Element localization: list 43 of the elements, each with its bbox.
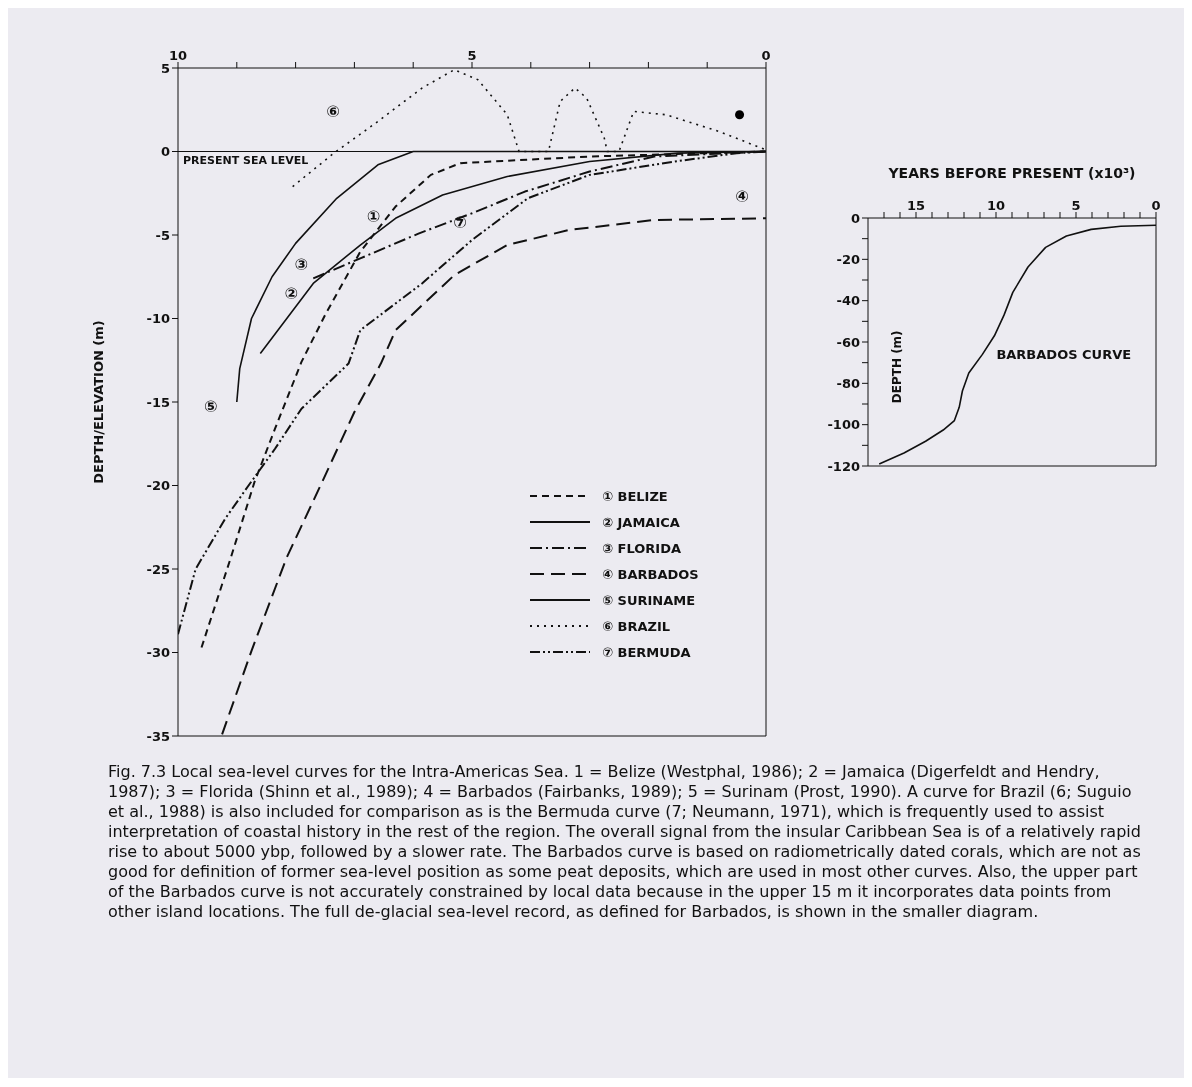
caption: Fig. 7.3 Local sea-level curves for the Intra-Americas Sea. 1 = Belize (Westphal, 1986); 2 = Jamaica (Digerfeldt and Hendry, 1987); 3 = Florida (Shinn et al., 1989); 4 = Barbados (Fairbanks, 1989); 5 = Surinam (Prost, 1990). A curve for Brazil (6; Suguio et al., 1988) is also included for comparison as is the Bermuda curve (7; Neumann, 1971), which is frequently used to assist interpretation of coastal history in the rest of the region. The overall signal from the insular Caribbean Sea is of a relatively rapid rise to about 5000 ybp, followed by a slower rate. The Barbados curve is based on radiometrically dated corals, which are not as good for definition of former sea-level position as some peat deposits, which are used in most other curves. Also, the upper part of the Barbados curve is not accurately constrained by local data because in the upper 15 m it incorporates data points from other island locations. The full de-glacial sea-level record, as defined for Barbados, is shown in the smaller diagram. [108, 762, 1142, 922]
x-tick-label: 15 [906, 198, 926, 213]
y-tick-label: -60 [836, 334, 860, 350]
annotation: ⑥ [326, 102, 340, 122]
x-axis-title: YEARS BEFORE PRESENT (x10³) [887, 164, 1136, 181]
y-tick-label: 5 [160, 60, 170, 76]
annotation: ④ [735, 186, 749, 206]
y-axis-title: DEPTH/ELEVATION (m) [90, 320, 106, 484]
y-tick-label: -80 [836, 375, 860, 391]
annotation: ⑦ [453, 212, 467, 232]
y-tick-label: -20 [146, 478, 170, 494]
y-tick-label: 0 [850, 210, 860, 226]
x-tick-label: 10 [986, 198, 1006, 213]
legend-label: ② JAMAICA [602, 514, 680, 530]
y-tick-label: -30 [146, 645, 170, 661]
x-tick-label: 0 [1151, 198, 1161, 213]
x-tick-label: 10 [168, 48, 188, 63]
y-tick-label: -5 [155, 227, 170, 243]
legend-label: ④ BARBADOS [602, 566, 699, 582]
y-tick-label: -35 [146, 728, 170, 744]
annotation: ⑤ [204, 396, 218, 416]
x-tick-label: 5 [467, 48, 477, 63]
y-tick-label: 0 [160, 144, 170, 160]
legend-label: ⑤ SURINAME [602, 592, 696, 608]
y-tick-label: -25 [146, 561, 170, 577]
y-tick-label: -10 [146, 311, 170, 327]
legend-label: ③ FLORIDA [602, 540, 681, 556]
legend-label: ⑦ BERMUDA [602, 644, 691, 660]
legend-label: ① BELIZE [602, 488, 668, 504]
x-tick-label: 0 [761, 48, 771, 63]
ref-line-label: PRESENT SEA LEVEL [183, 154, 309, 168]
y-tick-label: -100 [827, 417, 860, 433]
y-tick-label: -40 [836, 293, 860, 309]
legend-label: ⑥ BRAZIL [602, 618, 671, 634]
annotation: BARBADOS CURVE [996, 346, 1132, 362]
y-tick-label: -20 [836, 251, 860, 267]
x-tick-label: 5 [1071, 198, 1081, 213]
y-tick-label: -120 [827, 458, 860, 474]
annotation: ② [284, 284, 299, 304]
y-tick-label: -15 [146, 394, 170, 410]
y-axis-title: DEPTH (m) [890, 330, 905, 404]
annotation: ③ [294, 255, 309, 275]
annotation: ① [366, 207, 381, 227]
